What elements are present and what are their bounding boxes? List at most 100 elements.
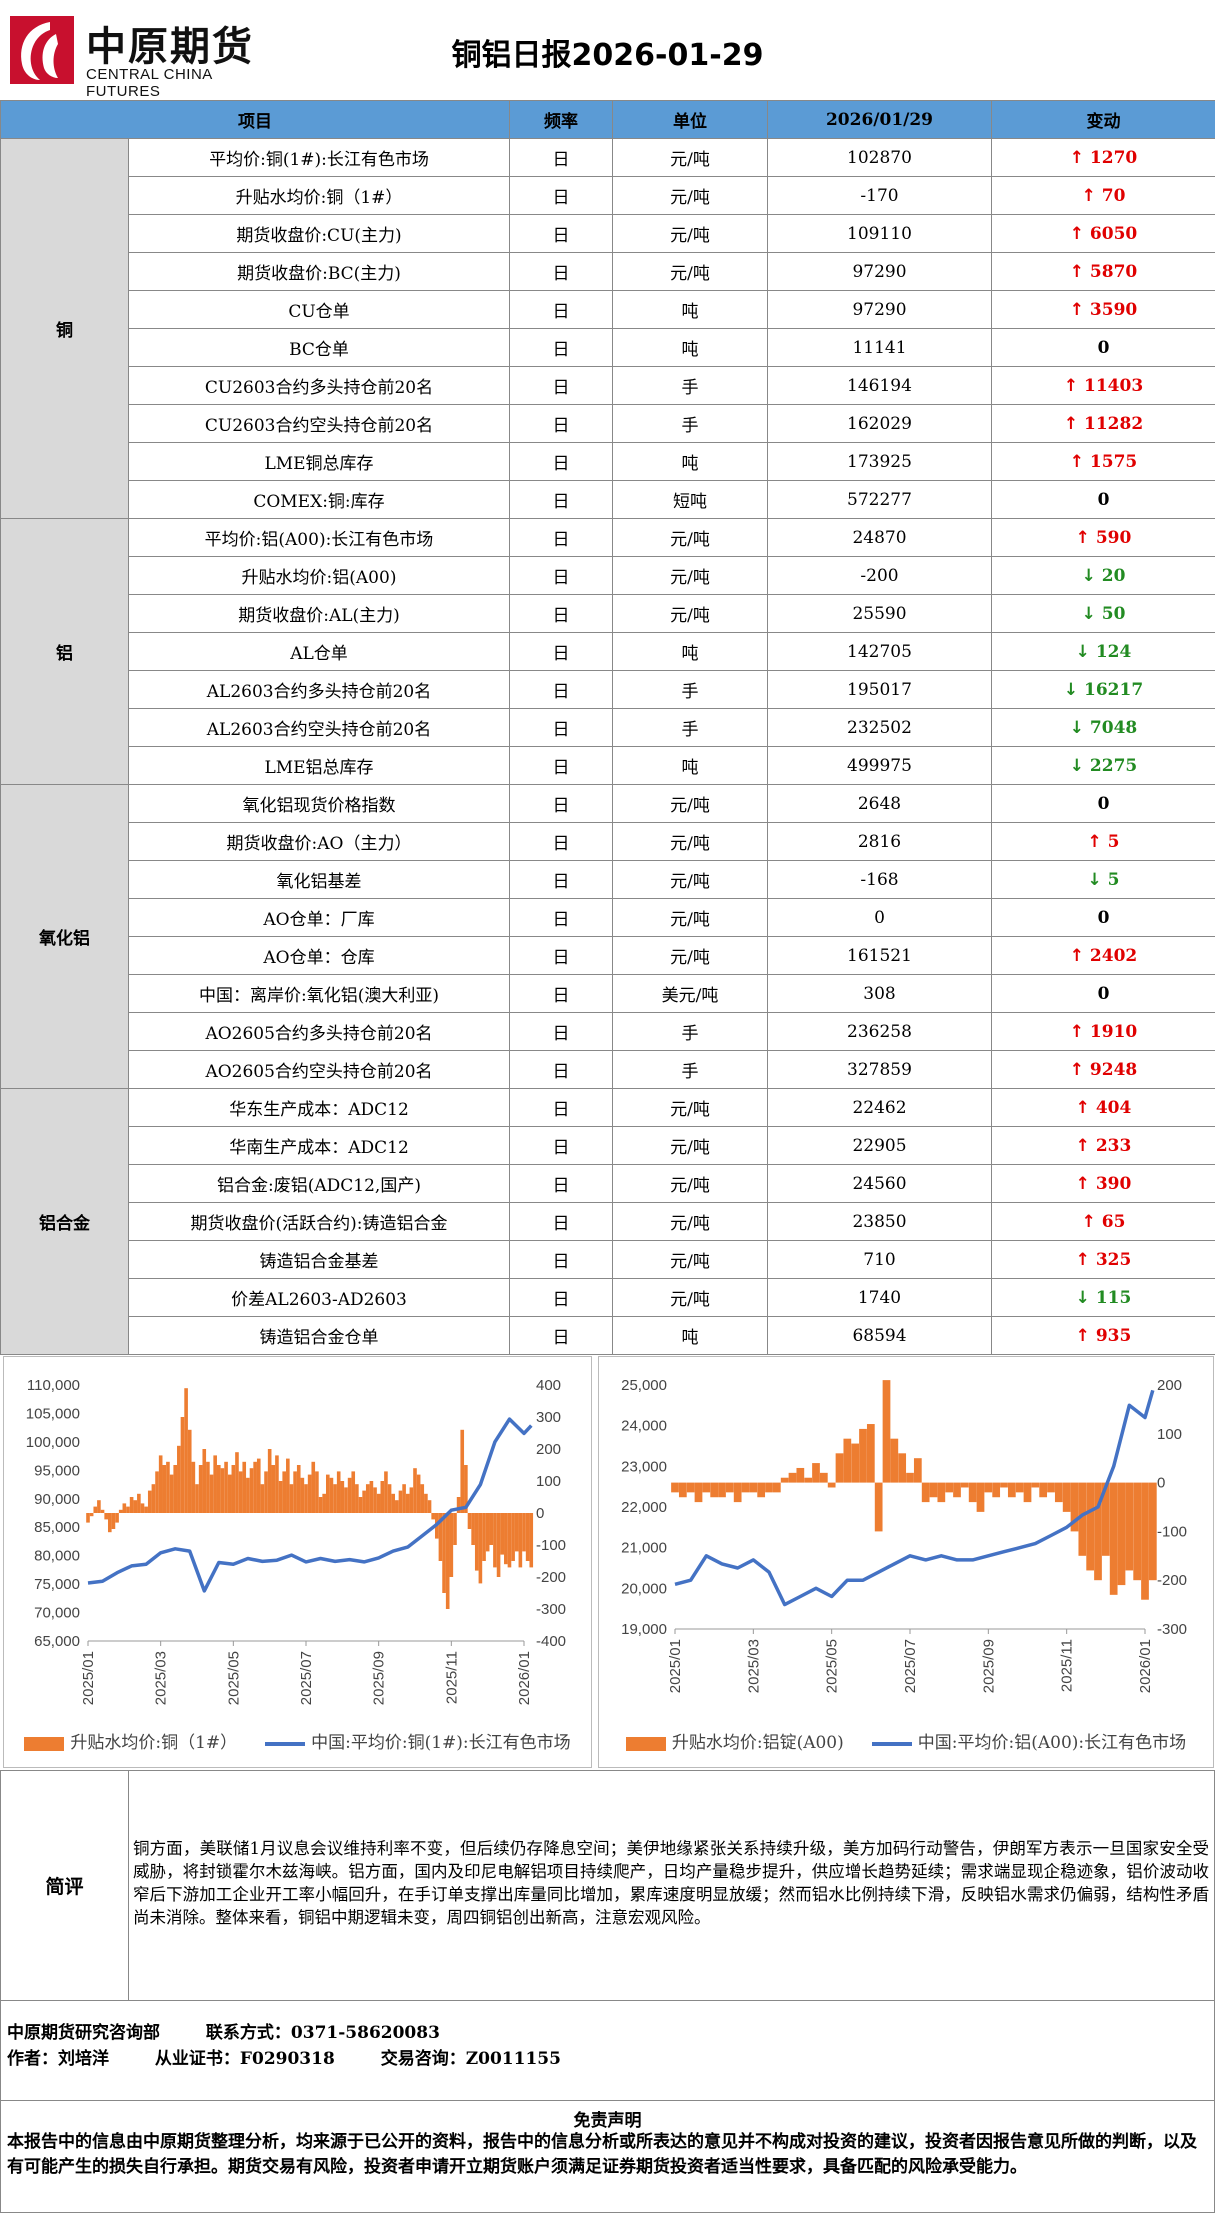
unit-cell: 元/吨 (612, 822, 768, 861)
bar-mark (387, 1484, 392, 1513)
frequency-cell: 日 (509, 898, 613, 937)
bar-mark (835, 1453, 844, 1483)
item-cell: 中国：离岸价:氧化铝(澳大利亚) (128, 974, 510, 1013)
table-row: AO2605合约空头持仓前20名日手 327859 ↑ 9248 (1, 1050, 1215, 1089)
x-tick-label: 2025/03 (745, 1639, 762, 1693)
table-row: 升贴水均价:铝(A00) 日元/吨 -200 ↓ 20 (1, 556, 1215, 595)
change-cell: ↑ 65 (991, 1202, 1215, 1241)
frequency-cell: 日 (509, 290, 613, 329)
bar-mark (173, 1465, 178, 1513)
table-row: BC仓单日吨 11141 0 (1, 328, 1215, 367)
item-cell: 华东生产成本：ADC12 (128, 1088, 510, 1127)
bar-mark (416, 1474, 421, 1513)
left-tick-label: 70,000 (34, 1605, 80, 1622)
bar-mark (184, 1388, 188, 1513)
unit-cell: 吨 (612, 442, 768, 481)
bar-mark (984, 1482, 993, 1493)
arrow-up-icon: ↑ (1069, 1021, 1090, 1042)
left-tick-label: 75,000 (34, 1576, 80, 1593)
bar-mark (702, 1482, 711, 1493)
bar-mark (882, 1380, 891, 1483)
frequency-cell: 日 (509, 1316, 613, 1355)
arrow-up-icon: ↑ (1075, 1173, 1096, 1194)
charts-area: 65,000 70,000 75,000 80,000 85,000 90,000 95,0… (0, 1352, 1215, 1770)
item-cell: 期货收盘价:AO（主力） (128, 822, 510, 861)
bar-mark (1062, 1482, 1071, 1512)
change-cell: ↑ 6050 (991, 214, 1215, 253)
bar-mark (267, 1449, 272, 1513)
frequency-cell: 日 (509, 404, 613, 443)
bar-mark (355, 1484, 359, 1513)
right-tick-label: -200 (1157, 1572, 1187, 1589)
frequency-cell: 日 (509, 480, 613, 519)
bar-mark (471, 1513, 475, 1545)
change-value: 5 (1107, 869, 1120, 890)
bar-mark (158, 1455, 163, 1513)
bar-mark (304, 1484, 308, 1513)
bar-mark (391, 1493, 396, 1513)
bar-mark (804, 1477, 813, 1483)
unit-cell: 吨 (612, 1316, 768, 1355)
unit-cell: 元/吨 (612, 1164, 768, 1203)
bar-mark (906, 1472, 914, 1483)
arrow-up-icon: ↑ (1081, 185, 1102, 206)
consult-label: 交易咨询： (380, 2049, 466, 2069)
unit-cell: 元/吨 (612, 936, 768, 975)
bar-mark (311, 1461, 316, 1513)
unit-cell: 元/吨 (612, 1126, 768, 1165)
header-unit: 单位 (612, 100, 768, 139)
bar-mark (741, 1482, 750, 1493)
data-table: 项目 频率 单位 2026/01/29 变动 铜平均价:铜(1#):长江有色市场… (0, 100, 1215, 1355)
item-cell: 铸造铝合金基差 (128, 1240, 510, 1279)
value-cell: 11141 (767, 328, 992, 367)
value-cell: 236258 (767, 1012, 992, 1051)
arrow-up-icon: ↑ (1087, 831, 1108, 852)
bar-mark (336, 1471, 341, 1513)
value-cell: 308 (767, 974, 992, 1013)
contact-line-2: 作者：刘培洋 从业证书：F0290318 交易咨询：Z0011155 (7, 2044, 561, 2069)
x-tick-label: 2025/01 (80, 1651, 97, 1705)
x-tick-label: 2025/07 (298, 1651, 315, 1705)
x-tick-label: 2025/11 (1059, 1639, 1076, 1692)
change-cell: ↓ 50 (991, 594, 1215, 633)
bar-mark (177, 1445, 181, 1513)
right-tick-label: 0 (1157, 1475, 1165, 1492)
contact-line-1: 中原期货研究咨询部 联系方式：0371-58620083 (7, 2018, 440, 2043)
change-cell: ↑ 1910 (991, 1012, 1215, 1051)
item-cell: CU仓单 (128, 290, 510, 329)
legend-item: 升贴水均价:铝锭(A00) (625, 1728, 844, 1753)
price-line (674, 1389, 1155, 1607)
bar-mark (126, 1506, 130, 1513)
bar-mark (953, 1482, 961, 1498)
value-cell: 109110 (767, 214, 992, 253)
bar-mark (992, 1482, 1001, 1498)
item-cell: BC仓单 (128, 328, 510, 367)
unit-cell: 手 (612, 1050, 768, 1089)
bar-mark (1094, 1482, 1102, 1581)
change-value: 404 (1095, 1097, 1132, 1118)
bar-mark (1054, 1482, 1063, 1503)
bar-mark (474, 1513, 479, 1571)
value-cell: -170 (767, 176, 992, 215)
bar-mark (405, 1493, 410, 1513)
unit-cell: 元/吨 (612, 252, 768, 291)
unit-cell: 元/吨 (612, 518, 768, 557)
table-row: AL2603合约空头持仓前20名日手 232502 ↓ 7048 (1, 708, 1215, 747)
item-cell: 期货收盘价:BC(主力) (128, 252, 510, 291)
cert: F0290318 (239, 2049, 335, 2069)
arrow-up-icon: ↑ (1075, 1097, 1096, 1118)
unit-cell: 美元/吨 (612, 974, 768, 1013)
bar-mark (431, 1513, 435, 1520)
bar-mark (1078, 1482, 1087, 1556)
frequency-cell: 日 (509, 1202, 613, 1241)
bar-mark (202, 1449, 207, 1513)
right-tick-label: -100 (536, 1537, 566, 1554)
change-cell: ↑ 2402 (991, 936, 1215, 975)
table-header-row: 项目 频率 单位 2026/01/29 变动 (0, 100, 1215, 139)
review-label: 简评 (1, 1771, 129, 2000)
header-frequency: 频率 (509, 100, 613, 139)
left-tick-label: 90,000 (34, 1491, 80, 1508)
change-value: 70 (1101, 185, 1126, 206)
arrow-up-icon: ↑ (1069, 261, 1090, 282)
header-item: 项目 (0, 100, 510, 139)
